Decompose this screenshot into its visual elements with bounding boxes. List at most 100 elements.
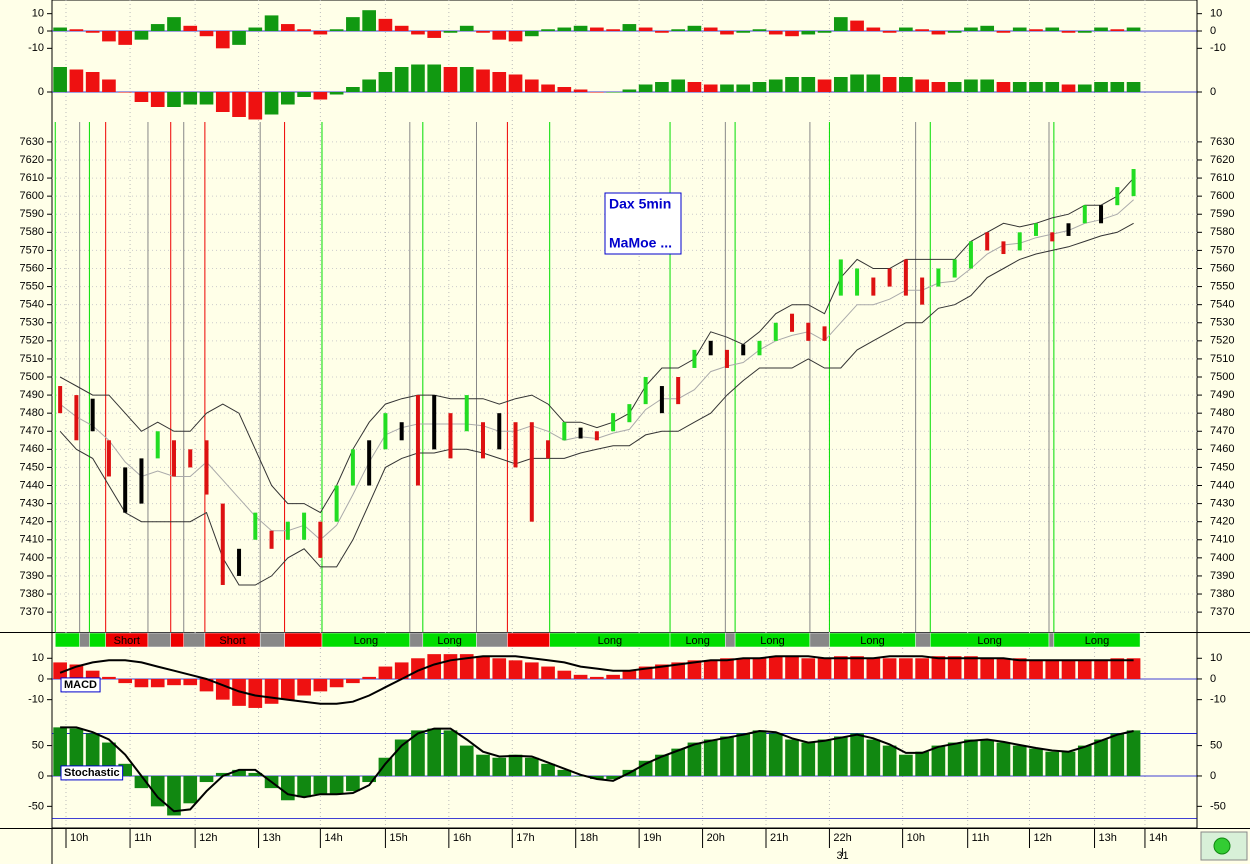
histogram-bar [346,17,360,31]
histogram-bar [85,72,100,92]
histogram-bar [573,674,588,679]
price-bar [481,422,486,459]
y-tick-label: 0 [38,673,44,685]
x-tick-label: 17h [516,832,534,844]
histogram-bar [964,27,978,31]
price-bar [220,503,225,585]
histogram-bar [703,660,718,679]
histogram-bar [801,31,816,35]
histogram-bar [720,736,734,776]
smiley-icon[interactable] [1213,837,1231,855]
histogram-bar [915,79,929,92]
price-bar [659,386,664,414]
histogram-bar [443,31,458,33]
histogram-bar [476,31,490,33]
price-bar [855,268,860,296]
histogram-bar [134,678,149,688]
histogram-bar [264,92,279,115]
signal-segment [1048,632,1055,648]
histogram-bar [703,84,718,92]
price-bar [334,485,339,522]
histogram-bar [557,87,572,92]
price-bar [204,440,209,495]
histogram-bar [768,733,783,776]
price-bar [448,413,453,459]
x-tick-label: 10h [907,832,925,844]
histogram-bar [378,666,393,679]
histogram-bar [150,24,165,31]
y-tick-label: 7560 [20,262,44,274]
price-bar [806,322,811,341]
annotation: Dax 5min [609,196,671,212]
histogram-bar [655,31,669,33]
price-bar [302,512,307,540]
price-bar [285,521,290,540]
histogram-bar [1061,31,1076,33]
histogram-bar [785,739,799,776]
y-tick-label-right: 7630 [1210,136,1234,148]
histogram-bar [671,662,686,679]
indicator-line [60,726,1134,813]
histogram-bar [980,79,995,92]
histogram-bar [199,92,214,105]
annotation-frame [604,192,682,255]
histogram-bar [638,84,653,92]
histogram-bar [768,656,783,679]
histogram-bar [443,654,458,679]
signal-label: Short [219,635,245,647]
signal-label: Long [437,635,461,647]
price-bar [546,440,551,459]
price-bar [643,377,648,405]
histogram-bar [1045,751,1060,776]
status-button[interactable] [1200,831,1248,861]
histogram-bar [411,658,425,679]
histogram-bar [476,69,490,92]
histogram-bar [1029,748,1043,776]
histogram-bar [69,29,84,31]
y-tick-label-right: 7520 [1210,335,1234,347]
y-tick-label: 0 [38,25,44,37]
histogram-bar [378,72,393,92]
histogram-bar [687,25,702,31]
y-tick-label: 7550 [20,280,44,292]
histogram-bar [524,757,539,776]
histogram-bar [882,31,897,33]
histogram-bar [102,79,116,92]
annotation-box: Dax 5min MaMoe ... [604,192,682,255]
histogram-bar [1110,82,1125,92]
price-bar [692,349,697,368]
y-tick-label-right: -10 [1210,694,1226,706]
histogram-bar [53,67,67,92]
histogram-bar [1126,730,1141,776]
histogram-bar [980,25,995,31]
y-tick-label: 7470 [20,425,44,437]
price-bar [318,521,323,558]
histogram-bar [215,31,230,49]
y-tick-label: 7450 [20,461,44,473]
histogram-bar [378,757,393,776]
histogram-bar [443,67,458,92]
histogram-bar [866,27,881,31]
histogram-bar [492,72,507,92]
histogram-bar [1061,751,1076,776]
price-bar [985,232,990,251]
histogram-bar [980,739,995,776]
y-tick-label-right: 7380 [1210,588,1234,600]
histogram-bar [606,29,620,31]
histogram-bar [638,27,653,31]
x-tick-label: 14h [1149,832,1167,844]
y-tick-label: 7400 [20,552,44,564]
y-tick-label-right: 7460 [1210,443,1234,455]
panel-title: Stochastic [64,767,120,779]
histogram-bar [590,92,604,93]
price-bar [171,440,176,477]
price-bar [1115,187,1120,206]
histogram-bar [931,745,946,776]
histogram-bar [199,775,214,783]
histogram-bar [346,678,360,684]
price-bar [1066,223,1071,236]
histogram-bar [378,18,393,31]
y-tick-label: 10 [32,8,44,20]
x-tick-label: 12h [1033,832,1051,844]
signal-label: Long [685,635,709,647]
